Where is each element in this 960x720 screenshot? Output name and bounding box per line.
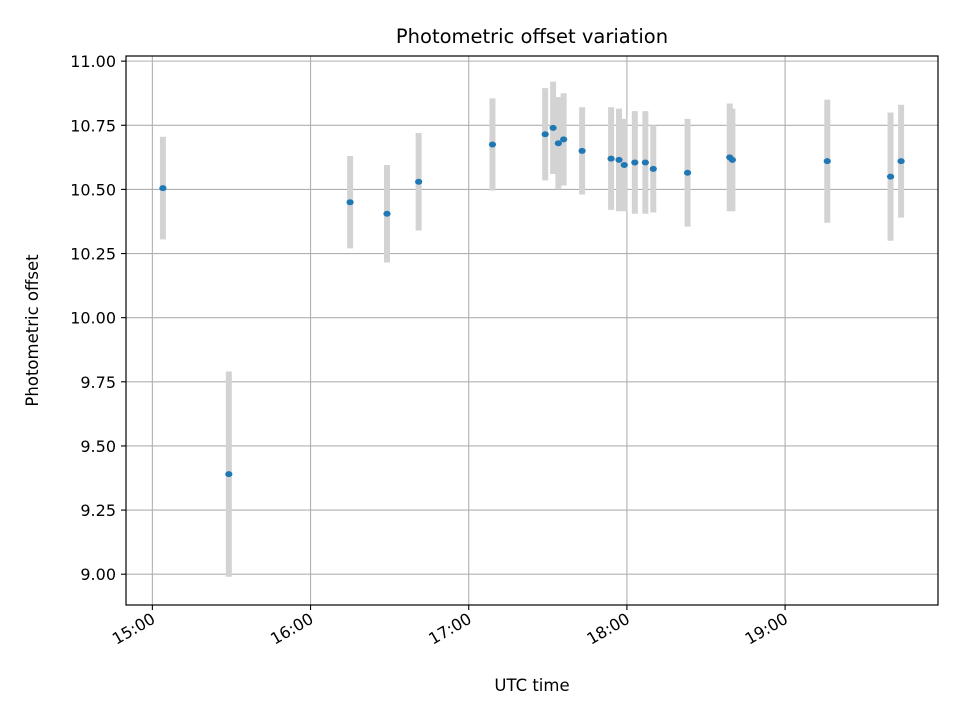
data-point [620,162,628,169]
data-point [823,158,831,165]
data-point [649,165,657,172]
data-point [886,173,895,180]
data-point [641,159,649,166]
x-tick-label: 19:00 [742,609,791,649]
data-point [225,471,233,478]
data-point [554,140,562,147]
y-tick-label: 9.50 [80,437,116,456]
plot-frame [125,55,939,606]
x-axis-ticks: 15:00 16:00 17:00 18:00 19:00 [109,605,791,649]
data-point [607,155,615,162]
data-point [728,156,736,163]
x-tick-label: 16:00 [267,609,316,649]
data-point [415,178,423,185]
data-point [560,136,568,143]
data-point [541,131,549,138]
y-axis-ticks: 9.00 9.25 9.50 9.75 10.00 10.25 10.50 10.75 11.0… [70,52,126,584]
x-tick-label: 18:00 [583,609,632,649]
data-point [578,147,586,154]
data-points [159,124,905,478]
y-tick-label: 10.75 [70,116,116,135]
y-tick-label: 10.50 [70,180,116,199]
data-point [549,124,557,131]
error-bars [159,81,905,577]
y-tick-label: 9.75 [80,373,116,392]
y-tick-label: 10.00 [70,309,116,328]
y-tick-label: 11.00 [70,52,116,71]
y-axis-label: Photometric offset [23,254,42,407]
data-point [488,141,497,148]
data-point [631,159,639,166]
x-tick-label: 15:00 [109,609,158,649]
data-point [383,210,391,217]
y-tick-label: 10.25 [70,245,116,264]
x-axis-label: UTC time [494,676,569,695]
y-tick-label: 9.00 [80,565,116,584]
y-tick-label: 9.25 [80,501,116,520]
data-point [159,185,167,192]
data-point [615,156,623,163]
data-point [346,199,354,206]
x-tick-label: 17:00 [425,609,474,649]
chart-title: Photometric offset variation [396,25,668,48]
grid-lines [126,56,938,605]
data-point [897,158,905,165]
data-point [683,169,692,176]
